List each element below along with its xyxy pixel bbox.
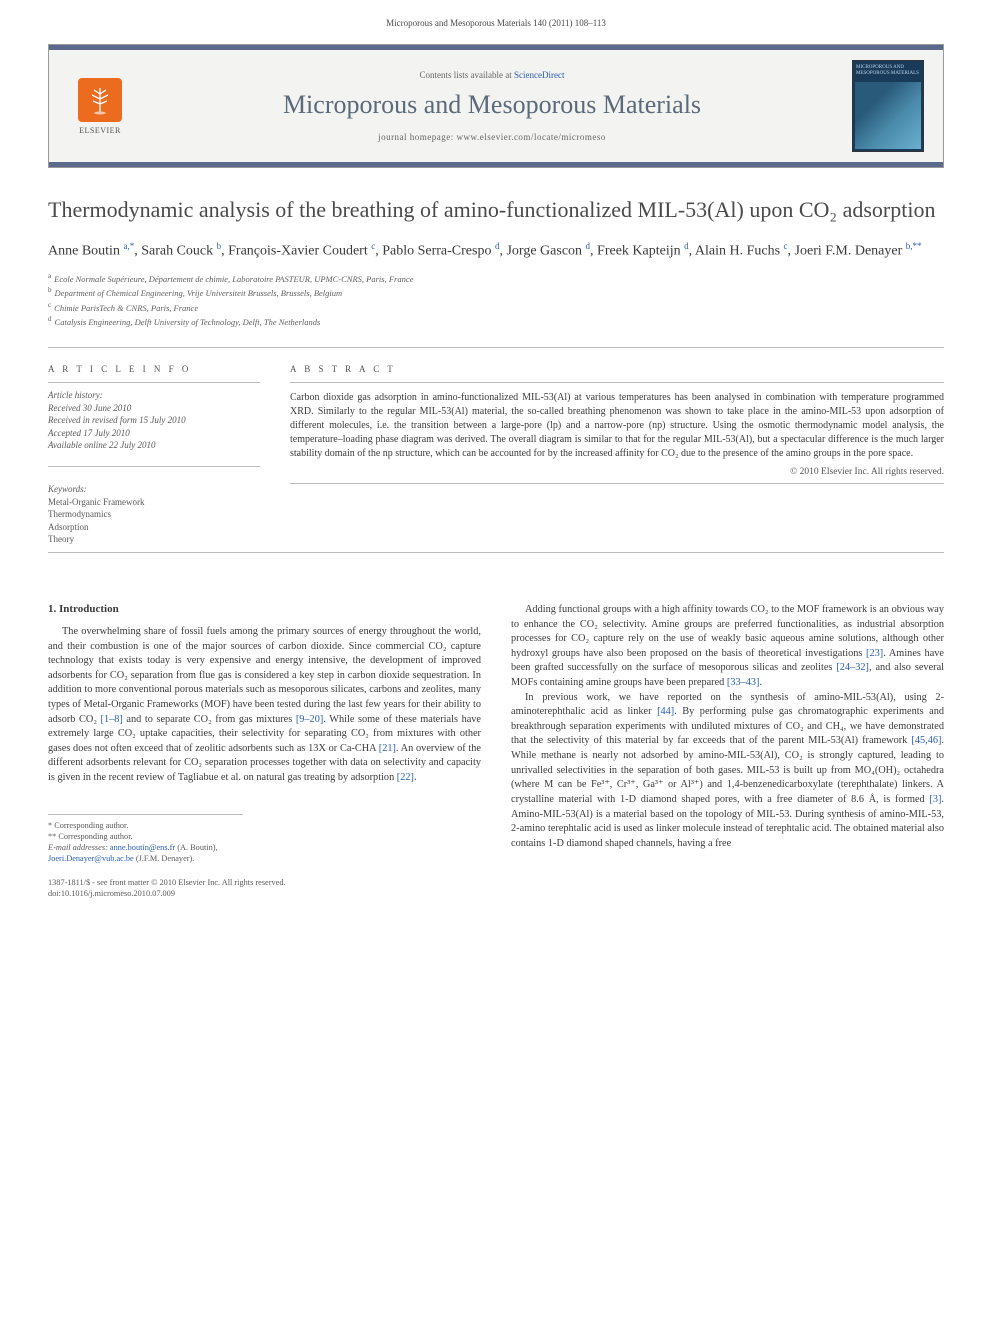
- page-citation-header: Microporous and Mesoporous Materials 140…: [0, 0, 992, 36]
- journal-homepage: journal homepage: www.elsevier.com/locat…: [149, 132, 835, 142]
- corresponding-note-1: * Corresponding author.: [48, 820, 243, 831]
- banner-bottom-bar: [49, 162, 943, 167]
- corresponding-note-2: ** Corresponding author.: [48, 831, 243, 842]
- keywords-label: Keywords:: [48, 483, 260, 496]
- reference-link[interactable]: [3]: [929, 794, 941, 805]
- divider-below-info: [48, 552, 944, 553]
- body-column-left: 1. Introduction The overwhelming share o…: [48, 603, 481, 864]
- reference-link[interactable]: [45,46]: [911, 735, 941, 746]
- info-abstract-row: A R T I C L E I N F O Article history: R…: [48, 354, 944, 546]
- journal-banner: ELSEVIER Contents lists available at Sci…: [48, 44, 944, 168]
- affiliation-line: bDepartment of Chemical Engineering, Vri…: [48, 285, 944, 300]
- email-link-1[interactable]: anne.boutin@ens.fr: [110, 843, 175, 852]
- reference-link[interactable]: [9–20]: [296, 714, 323, 725]
- reference-link[interactable]: [1–8]: [101, 714, 123, 725]
- article-history: Article history: Received 30 June 2010 R…: [48, 389, 260, 452]
- keywords-block: Keywords: Metal-Organic Framework Thermo…: [48, 483, 260, 546]
- history-line: Available online 22 July 2010: [48, 439, 260, 452]
- contents-prefix: Contents lists available at: [420, 70, 514, 80]
- reference-link[interactable]: [44]: [657, 706, 674, 717]
- body-paragraph: Adding functional groups with a high aff…: [511, 603, 944, 691]
- body-paragraph: In previous work, we have reported on th…: [511, 691, 944, 852]
- reference-link[interactable]: [33–43]: [727, 677, 760, 688]
- history-line: Received 30 June 2010: [48, 402, 260, 415]
- banner-publisher-logo-area: ELSEVIER: [61, 74, 139, 138]
- affiliations-block: aEcole Normale Supérieure, Département d…: [48, 271, 944, 329]
- email-addresses-line: E-mail addresses: anne.boutin@ens.fr (A.…: [48, 842, 243, 864]
- reference-link[interactable]: [24–32]: [836, 662, 869, 673]
- banner-middle: Contents lists available at ScienceDirec…: [139, 70, 845, 142]
- affiliation-line: aEcole Normale Supérieure, Département d…: [48, 271, 944, 286]
- cover-title-text: MICROPOROUS AND MESOPOROUS MATERIALS: [853, 61, 923, 80]
- reference-link[interactable]: [22]: [397, 772, 414, 783]
- keyword-item: Metal-Organic Framework: [48, 496, 260, 509]
- article-main: Thermodynamic analysis of the breathing …: [48, 196, 944, 864]
- elsevier-logo: ELSEVIER: [71, 74, 129, 138]
- journal-cover-thumbnail: MICROPOROUS AND MESOPOROUS MATERIALS: [852, 60, 924, 152]
- authors-line: Anne Boutin a,*, Sarah Couck b, François…: [48, 240, 944, 261]
- email-paren-1: (A. Boutin),: [177, 843, 217, 852]
- abstract-divider-2: [290, 483, 944, 484]
- article-info-column: A R T I C L E I N F O Article history: R…: [48, 354, 260, 546]
- elsevier-tree-icon: [78, 78, 122, 122]
- body-two-columns: 1. Introduction The overwhelming share o…: [48, 603, 944, 864]
- affiliation-line: cChimie ParisTech & CNRS, Paris, France: [48, 300, 944, 315]
- email-label: E-mail addresses:: [48, 843, 108, 852]
- tree-svg-icon: [84, 84, 116, 116]
- history-line: Accepted 17 July 2010: [48, 427, 260, 440]
- email-link-2[interactable]: Joeri.Denayer@vub.ac.be: [48, 854, 134, 863]
- abstract-text: Carbon dioxide gas adsorption in amino-f…: [290, 391, 944, 461]
- copyright-line: © 2010 Elsevier Inc. All rights reserved…: [290, 467, 944, 477]
- divider-top: [48, 347, 944, 348]
- article-title: Thermodynamic analysis of the breathing …: [48, 196, 944, 224]
- journal-title: Microporous and Mesoporous Materials: [149, 90, 835, 120]
- front-matter-line: 1387-1811/$ - see front matter © 2010 El…: [48, 878, 944, 889]
- abstract-divider-1: [290, 382, 944, 383]
- citation-text: Microporous and Mesoporous Materials 140…: [386, 18, 606, 28]
- history-label: Article history:: [48, 389, 260, 402]
- doi-block: 1387-1811/$ - see front matter © 2010 El…: [48, 878, 944, 900]
- abstract-column: A B S T R A C T Carbon dioxide gas adsor…: [290, 354, 944, 546]
- keyword-item: Thermodynamics: [48, 508, 260, 521]
- abstract-label: A B S T R A C T: [290, 364, 944, 374]
- body-column-right: Adding functional groups with a high aff…: [511, 603, 944, 864]
- reference-link[interactable]: [21]: [379, 743, 396, 754]
- footnotes-block: * Corresponding author. ** Corresponding…: [48, 814, 243, 865]
- affiliation-line: dCatalysis Engineering, Delft University…: [48, 314, 944, 329]
- elsevier-label: ELSEVIER: [79, 126, 121, 135]
- banner-cover-area: MICROPOROUS AND MESOPOROUS MATERIALS: [845, 60, 931, 152]
- article-info-label: A R T I C L E I N F O: [48, 364, 260, 374]
- sciencedirect-link[interactable]: ScienceDirect: [514, 70, 564, 80]
- keyword-item: Theory: [48, 533, 260, 546]
- keyword-item: Adsorption: [48, 521, 260, 534]
- contents-line: Contents lists available at ScienceDirec…: [149, 70, 835, 80]
- history-line: Received in revised form 15 July 2010: [48, 414, 260, 427]
- section-1-heading: 1. Introduction: [48, 603, 481, 615]
- banner-content: ELSEVIER Contents lists available at Sci…: [49, 50, 943, 162]
- email-paren-2: (J.F.M. Denayer).: [136, 854, 195, 863]
- doi-line: doi:10.1016/j.micromeso.2010.07.009: [48, 889, 944, 900]
- info-divider-1: [48, 382, 260, 383]
- cover-image-placeholder: [855, 82, 921, 149]
- body-paragraph: The overwhelming share of fossil fuels a…: [48, 625, 481, 786]
- reference-link[interactable]: [23]: [866, 648, 883, 659]
- info-divider-2: [48, 466, 260, 467]
